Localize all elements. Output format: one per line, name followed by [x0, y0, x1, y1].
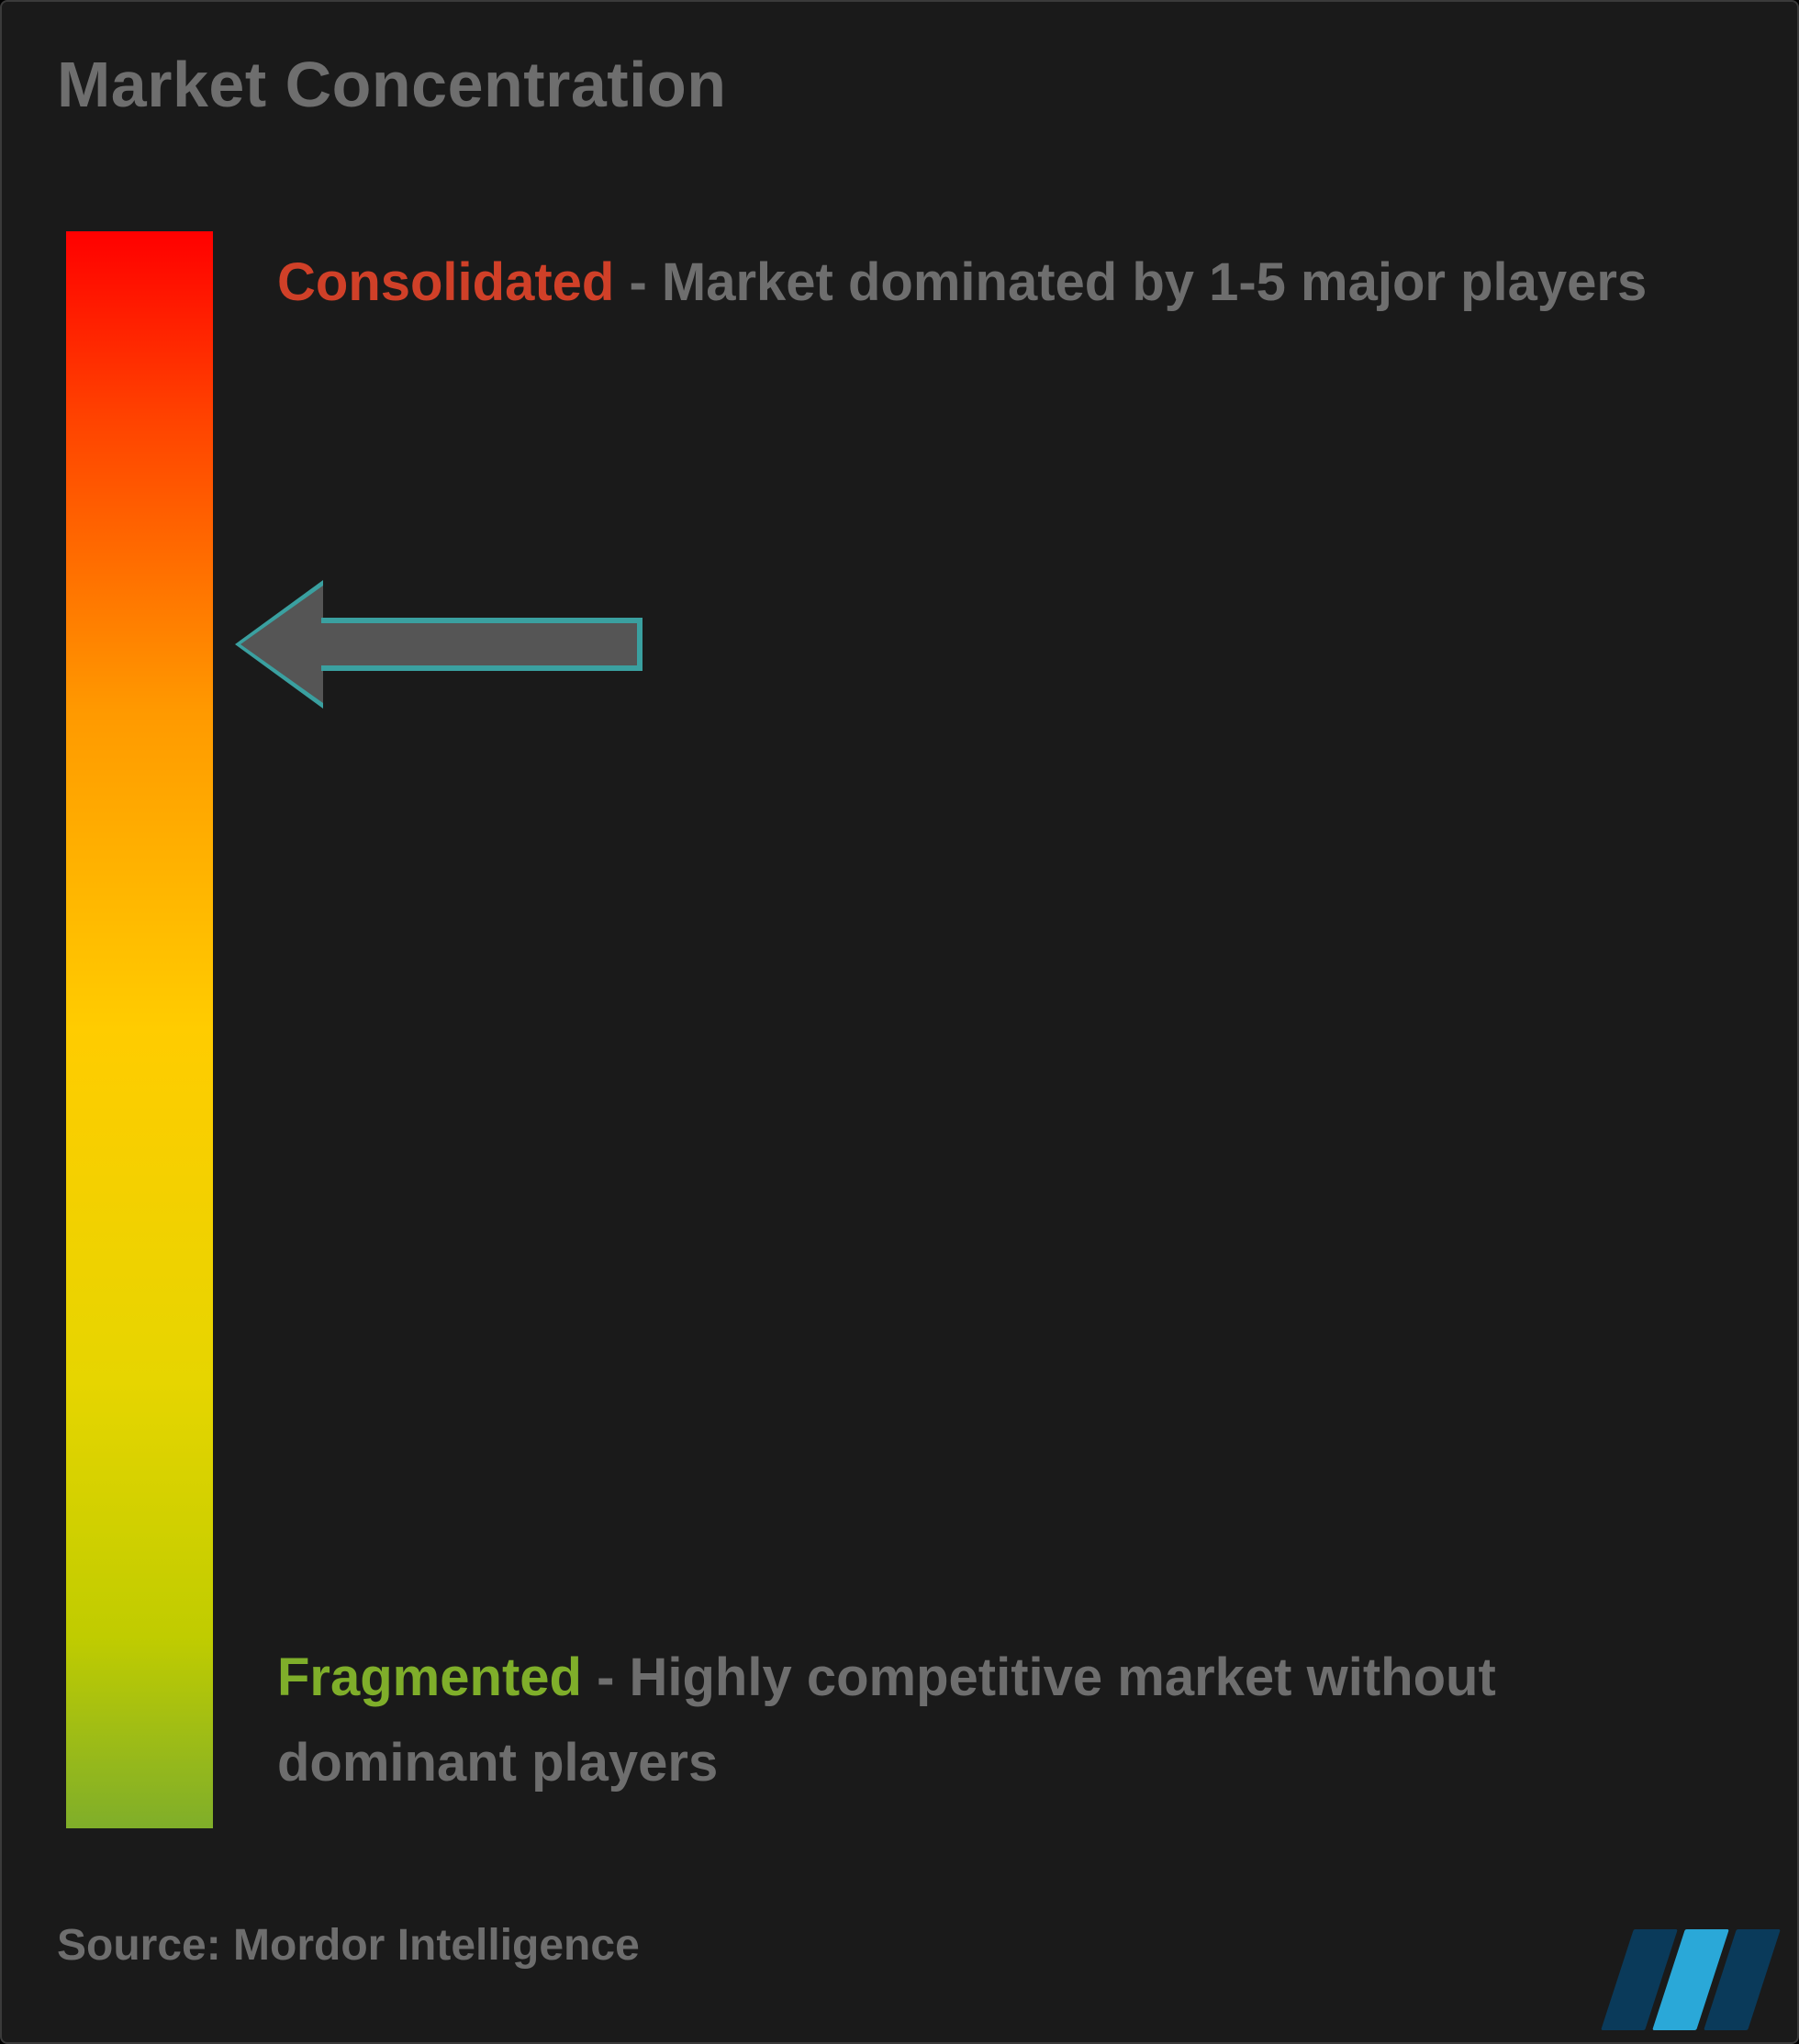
consolidated-description: Consolidated - Market dominated by 1-5 m…	[277, 240, 1727, 326]
consolidated-definition: - Market dominated by 1-5 major players	[614, 252, 1647, 312]
source-prefix: Source:	[57, 1921, 233, 1970]
fragmented-term: Fragmented	[277, 1647, 582, 1707]
arrow-shaft	[321, 618, 642, 671]
mordor-logo-icon	[1617, 1929, 1764, 2030]
position-indicator-arrow	[240, 586, 644, 703]
arrow-head-icon	[240, 586, 323, 703]
concentration-gradient-scale	[66, 231, 213, 1828]
source-name: Mordor Intelligence	[233, 1921, 640, 1970]
consolidated-term: Consolidated	[277, 252, 614, 312]
panel-title: Market Concentration	[57, 48, 727, 121]
gradient-bar	[66, 231, 213, 1828]
source-attribution: Source: Mordor Intelligence	[57, 1920, 640, 1971]
fragmented-description: Fragmented - Highly competitive market w…	[277, 1636, 1727, 1806]
market-concentration-panel: Market Concentration Consolidated - Mark…	[0, 0, 1799, 2044]
